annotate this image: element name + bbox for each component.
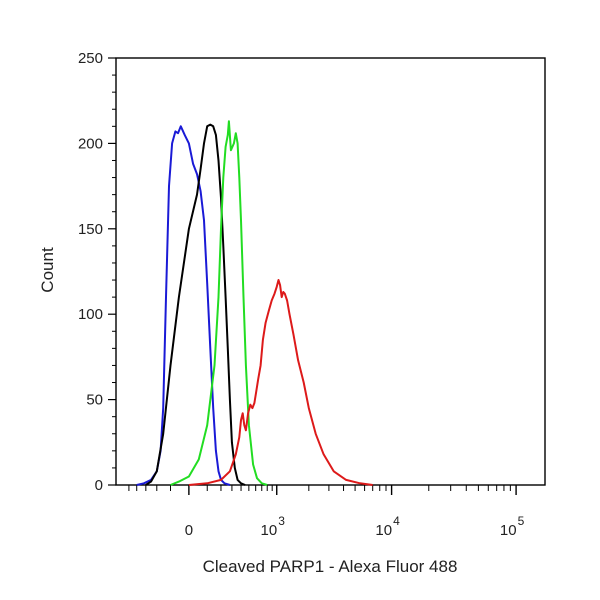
y-axis-label: Count	[38, 247, 57, 293]
x-tick-label: 105	[500, 514, 525, 539]
x-tick-label: 103	[261, 514, 286, 539]
x-tick-exponent: 5	[518, 514, 525, 528]
y-axis: 0 50 100 150 200 250	[78, 50, 116, 494]
series-line-4	[188, 279, 373, 486]
x-tick-label: 104	[375, 514, 400, 539]
series-layer	[136, 120, 373, 486]
series-line-2	[145, 123, 246, 486]
x-tick-exponent: 3	[278, 514, 285, 528]
plot-frame	[115, 57, 546, 486]
x-axis-label: Cleaved PARP1 - Alexa Fluor 488	[203, 557, 458, 576]
y-tick-label: 0	[95, 477, 103, 494]
y-tick-label: 150	[78, 221, 103, 238]
y-tick-label: 200	[78, 135, 103, 152]
x-tick-base: 10	[500, 522, 517, 539]
y-tick-label: 250	[78, 50, 103, 67]
series-line-1	[136, 125, 231, 486]
x-tick-base: 10	[261, 522, 278, 539]
y-tick-label: 100	[78, 306, 103, 323]
series-line-3	[170, 120, 268, 486]
x-tick-label: 0	[185, 522, 193, 539]
y-tick-label: 50	[86, 392, 103, 409]
x-tick-base: 0	[185, 522, 193, 539]
x-tick-base: 10	[375, 522, 392, 539]
x-tick-exponent: 4	[393, 514, 400, 528]
